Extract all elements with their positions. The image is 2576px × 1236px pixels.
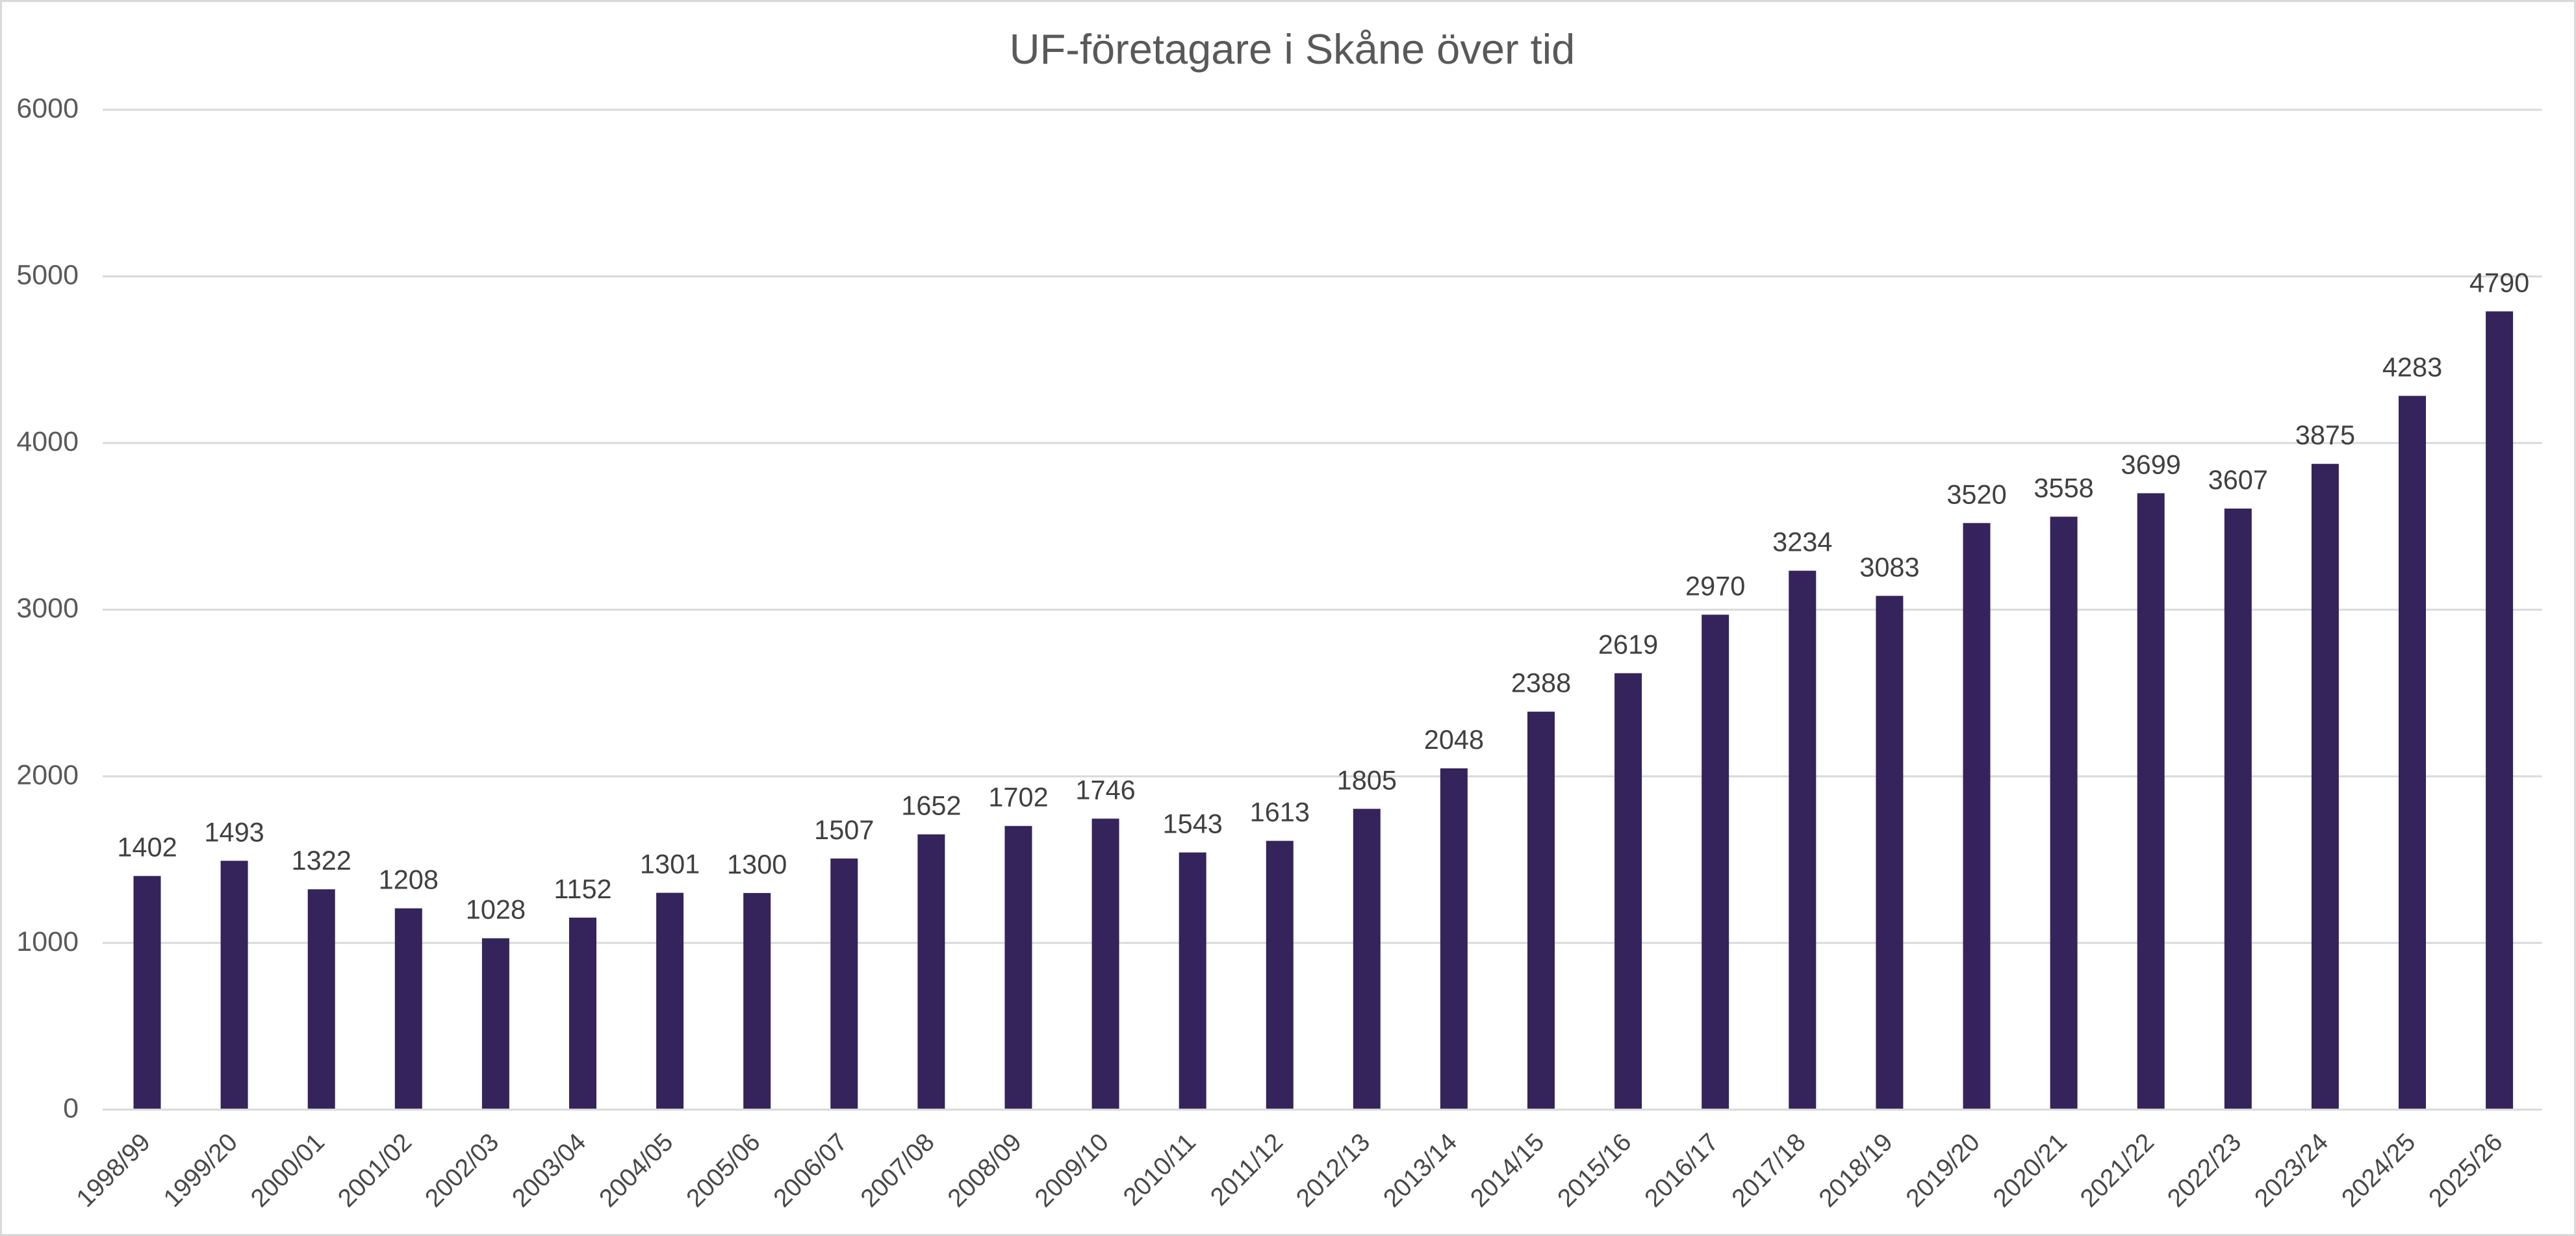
- svg-text:3000: 3000: [16, 593, 79, 624]
- svg-text:1300: 1300: [727, 849, 787, 879]
- svg-text:2388: 2388: [1511, 668, 1571, 698]
- svg-text:2970: 2970: [1685, 570, 1745, 601]
- svg-text:5000: 5000: [16, 260, 79, 291]
- svg-text:2048: 2048: [1424, 724, 1484, 755]
- svg-text:3083: 3083: [1859, 551, 1919, 582]
- svg-text:1702: 1702: [988, 782, 1048, 813]
- svg-text:4000: 4000: [16, 426, 79, 457]
- svg-text:UF-företagare i Skåne över tid: UF-företagare i Skåne över tid: [1010, 25, 1575, 73]
- svg-text:1000: 1000: [16, 926, 79, 957]
- svg-text:1301: 1301: [640, 849, 700, 879]
- svg-text:6000: 6000: [16, 93, 79, 124]
- svg-text:3607: 3607: [2208, 464, 2268, 495]
- svg-text:4283: 4283: [2382, 352, 2442, 383]
- svg-text:3234: 3234: [1772, 527, 1832, 557]
- svg-text:2619: 2619: [1598, 629, 1658, 660]
- svg-text:2000: 2000: [16, 759, 79, 790]
- svg-text:3520: 3520: [1946, 479, 2006, 509]
- svg-text:1208: 1208: [379, 864, 439, 895]
- svg-text:3875: 3875: [2295, 420, 2355, 450]
- svg-text:1152: 1152: [554, 874, 611, 904]
- svg-text:3699: 3699: [2121, 449, 2181, 479]
- svg-text:4790: 4790: [2469, 267, 2529, 297]
- svg-text:1507: 1507: [814, 814, 874, 845]
- svg-text:0: 0: [63, 1092, 79, 1124]
- svg-text:1613: 1613: [1250, 797, 1310, 827]
- svg-text:1652: 1652: [901, 790, 961, 821]
- svg-text:1746: 1746: [1075, 774, 1135, 805]
- svg-text:1543: 1543: [1163, 809, 1223, 839]
- svg-text:1402: 1402: [117, 832, 177, 863]
- svg-text:3558: 3558: [2034, 473, 2093, 503]
- svg-text:1805: 1805: [1337, 764, 1397, 795]
- svg-text:1028: 1028: [466, 894, 526, 925]
- svg-text:1493: 1493: [204, 816, 264, 847]
- svg-text:1322: 1322: [292, 845, 351, 876]
